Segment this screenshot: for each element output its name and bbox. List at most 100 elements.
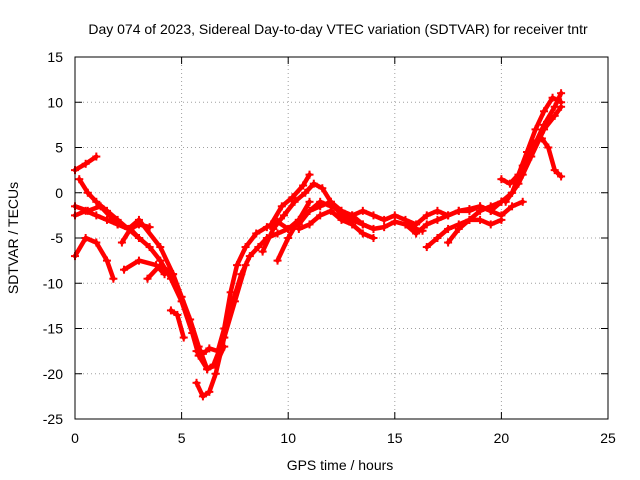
data-point: [358, 220, 367, 229]
data-point: [316, 211, 325, 220]
data-point: [290, 197, 299, 206]
data-point: [401, 220, 410, 229]
data-point: [326, 206, 335, 215]
x-tick-label: 25: [600, 430, 616, 446]
data-point: [156, 261, 165, 270]
data-point: [476, 206, 485, 215]
data-point: [102, 206, 111, 215]
data-point: [179, 333, 188, 342]
y-tick-label: -25: [43, 411, 63, 427]
series-layer: [71, 89, 566, 401]
data-point: [433, 206, 442, 215]
y-tick-label: -5: [51, 230, 64, 246]
data-point: [198, 349, 207, 358]
data-point: [192, 378, 201, 387]
data-point: [369, 224, 378, 233]
y-tick-label: 10: [47, 94, 63, 110]
data-point: [134, 256, 143, 265]
data-point: [81, 159, 90, 168]
data-point: [444, 224, 453, 233]
data-point: [156, 243, 165, 252]
data-point: [557, 102, 566, 111]
chart-title: Day 074 of 2023, Sidereal Day-to-day VTE…: [88, 21, 588, 37]
data-point: [173, 310, 182, 319]
data-point: [358, 206, 367, 215]
series-line-arc-19: [499, 95, 564, 186]
data-point: [486, 202, 495, 211]
data-point: [505, 179, 514, 188]
data-point: [348, 211, 357, 220]
data-point: [476, 215, 485, 224]
data-point: [284, 224, 293, 233]
data-point: [433, 234, 442, 242]
y-tick-label: 15: [47, 49, 63, 65]
data-point: [305, 206, 314, 215]
data-point: [102, 215, 111, 224]
data-point: [301, 188, 310, 197]
data-point: [326, 197, 335, 206]
data-point: [508, 202, 517, 211]
y-tick-label: 0: [55, 185, 63, 201]
data-point: [177, 297, 186, 306]
data-point: [75, 175, 84, 184]
x-axis-label: GPS time / hours: [287, 457, 394, 473]
data-point: [134, 234, 143, 242]
series-line-arc-15: [296, 208, 376, 241]
data-point: [267, 220, 276, 229]
data-point: [514, 179, 523, 188]
data-point: [412, 220, 421, 229]
data-point: [358, 229, 367, 238]
series-line-arc-16: [403, 199, 525, 236]
y-tick-label: 5: [55, 140, 63, 156]
x-tick-label: 10: [280, 430, 296, 446]
data-point: [198, 392, 207, 401]
y-axis-label: SDTVAR / TECUs: [5, 182, 21, 294]
data-point: [262, 223, 271, 232]
data-point: [126, 224, 135, 233]
data-point: [241, 243, 250, 252]
data-point: [305, 197, 314, 206]
data-point: [501, 197, 510, 206]
series-line-arc-10: [194, 199, 312, 357]
data-point: [192, 347, 201, 356]
data-point: [299, 181, 308, 190]
data-point: [454, 224, 463, 233]
y-tick-label: -20: [43, 366, 63, 382]
data-point: [92, 211, 101, 220]
data-point: [81, 234, 90, 242]
data-point: [527, 152, 536, 161]
data-point: [233, 261, 242, 270]
series-line-arc-21: [503, 104, 564, 205]
data-point: [422, 243, 431, 252]
data-point: [548, 93, 557, 102]
data-point: [237, 270, 246, 279]
data-point: [369, 234, 378, 242]
data-point: [422, 220, 431, 229]
data-point: [83, 188, 92, 197]
data-point: [369, 211, 378, 220]
data-point: [92, 152, 101, 161]
data-point: [557, 89, 566, 98]
data-point: [102, 256, 111, 265]
data-point: [550, 111, 559, 120]
data-point: [294, 224, 303, 233]
data-point: [169, 270, 178, 279]
data-point: [518, 197, 527, 206]
data-point: [245, 252, 254, 261]
data-point: [422, 211, 431, 220]
data-point: [305, 220, 314, 229]
data-point: [145, 243, 154, 252]
data-point: [390, 211, 399, 220]
data-point: [309, 179, 318, 188]
data-point: [273, 256, 282, 265]
data-point: [109, 274, 118, 283]
data-point: [412, 229, 421, 238]
data-point: [279, 211, 288, 220]
data-point: [540, 125, 549, 134]
data-point: [258, 247, 267, 256]
data-point: [166, 274, 175, 283]
data-point: [444, 238, 453, 247]
data-point: [228, 297, 237, 306]
x-tick-label: 0: [71, 430, 79, 446]
